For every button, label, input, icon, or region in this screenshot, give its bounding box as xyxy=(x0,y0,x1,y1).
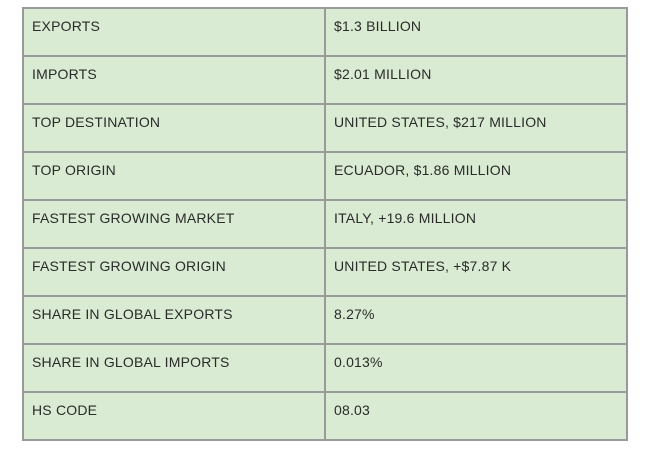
table-row: TOP DESTINATION UNITED STATES, $217 MILL… xyxy=(22,103,628,153)
row-label: FASTEST GROWING ORIGIN xyxy=(22,247,326,297)
table-row: TOP ORIGIN ECUADOR, $1.86 MILLION xyxy=(22,151,628,201)
row-value: ITALY, +19.6 MILLION xyxy=(324,199,628,249)
row-value: UNITED STATES, $217 MILLION xyxy=(324,103,628,153)
table-row: HS CODE 08.03 xyxy=(22,391,628,441)
table-row: FASTEST GROWING ORIGIN UNITED STATES, +$… xyxy=(22,247,628,297)
row-label: TOP DESTINATION xyxy=(22,103,326,153)
row-label: EXPORTS xyxy=(22,7,326,57)
row-value: ECUADOR, $1.86 MILLION xyxy=(324,151,628,201)
row-label: SHARE IN GLOBAL IMPORTS xyxy=(22,343,326,393)
row-label: SHARE IN GLOBAL EXPORTS xyxy=(22,295,326,345)
table-row: SHARE IN GLOBAL IMPORTS 0.013% xyxy=(22,343,628,393)
trade-stats-table-container: EXPORTS $1.3 BILLION IMPORTS $2.01 MILLI… xyxy=(22,7,628,441)
row-label: HS CODE xyxy=(22,391,326,441)
table-row: SHARE IN GLOBAL EXPORTS 8.27% xyxy=(22,295,628,345)
table-row: EXPORTS $1.3 BILLION xyxy=(22,7,628,57)
row-value: UNITED STATES, +$7.87 K xyxy=(324,247,628,297)
row-value: $2.01 MILLION xyxy=(324,55,628,105)
table-row: FASTEST GROWING MARKET ITALY, +19.6 MILL… xyxy=(22,199,628,249)
row-value: 8.27% xyxy=(324,295,628,345)
row-value: 0.013% xyxy=(324,343,628,393)
trade-stats-table: EXPORTS $1.3 BILLION IMPORTS $2.01 MILLI… xyxy=(22,7,628,441)
row-label: FASTEST GROWING MARKET xyxy=(22,199,326,249)
row-label: TOP ORIGIN xyxy=(22,151,326,201)
row-value: $1.3 BILLION xyxy=(324,7,628,57)
row-label: IMPORTS xyxy=(22,55,326,105)
row-value: 08.03 xyxy=(324,391,628,441)
table-row: IMPORTS $2.01 MILLION xyxy=(22,55,628,105)
